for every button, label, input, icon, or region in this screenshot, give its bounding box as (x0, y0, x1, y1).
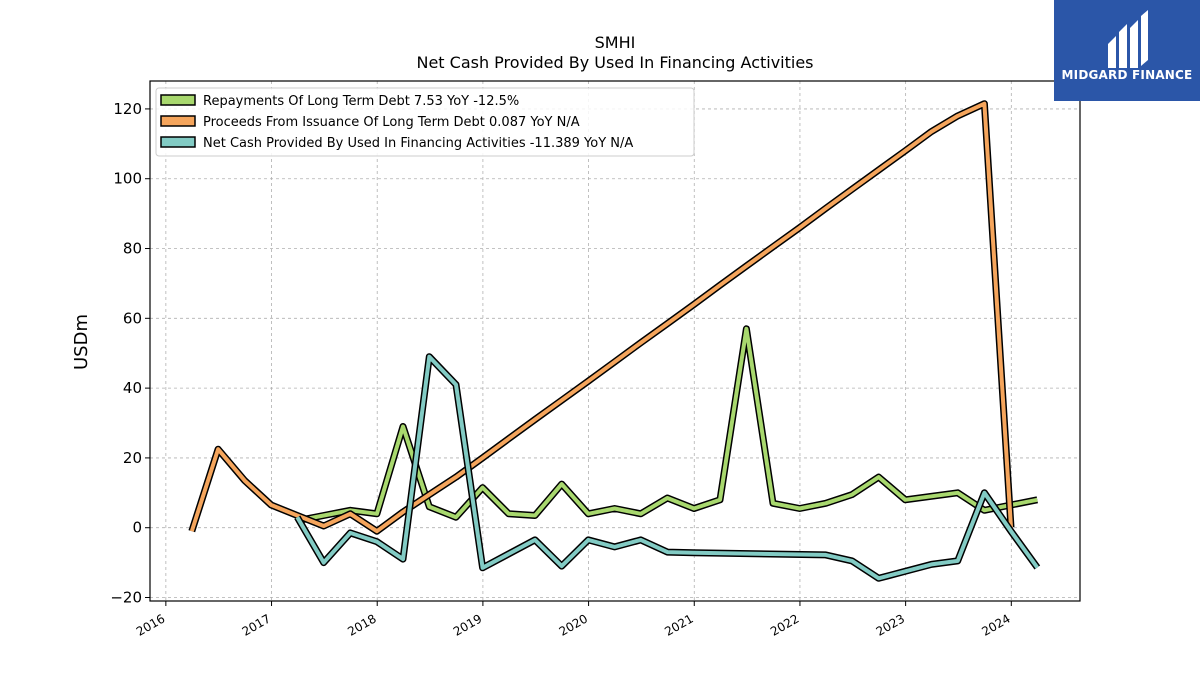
brand-logo: MIDGARD FINANCE (1054, 0, 1200, 101)
x-axis: 2016 2017 2018 2019 2020 2021 2022 2023 2024 (134, 601, 1013, 639)
y-tick-label: 120 (113, 100, 142, 118)
x-tick-label: 2022 (768, 611, 801, 638)
series-lines (188, 100, 1041, 582)
y-tick-label: 80 (123, 240, 142, 258)
plot-frame (149, 80, 1081, 602)
x-tick-label: 2016 (134, 611, 167, 638)
series-line-2 (295, 354, 1039, 581)
series-outline-2 (294, 353, 1041, 582)
y-axis: −20 0 20 40 60 80 100 120 (110, 100, 150, 607)
series-outline-1 (188, 100, 1015, 535)
y-axis-label: USDm (71, 314, 92, 370)
legend-swatch (160, 94, 196, 106)
x-tick-label: 2021 (662, 611, 695, 638)
legend-swatch (160, 136, 196, 148)
logo-text: MIDGARD FINANCE (1061, 68, 1193, 82)
y-tick-label: 20 (123, 449, 142, 467)
y-tick-label: 60 (123, 309, 142, 327)
grid (150, 81, 1080, 601)
chart-title: SMHI (595, 33, 636, 52)
y-tick-label: 40 (123, 379, 142, 397)
legend-label: Repayments Of Long Term Debt 7.53 YoY -1… (203, 94, 519, 109)
midgard-logo-icon (1108, 10, 1148, 68)
x-tick-label: 2023 (874, 611, 907, 638)
legend-label: Proceeds From Issuance Of Long Term Debt… (203, 115, 580, 130)
chart-subtitle: Net Cash Provided By Used In Financing A… (416, 53, 813, 72)
legend-label: Net Cash Provided By Used In Financing A… (203, 136, 633, 151)
x-tick-label: 2017 (240, 611, 273, 638)
y-tick-label: 0 (132, 519, 142, 537)
y-tick-label: −20 (110, 589, 142, 607)
x-tick-label: 2020 (557, 611, 590, 638)
legend-box (155, 87, 695, 157)
x-tick-label: 2024 (979, 611, 1012, 638)
legend-swatch (160, 115, 196, 127)
x-tick-label: 2018 (345, 611, 378, 638)
x-tick-label: 2019 (451, 611, 484, 638)
series-line-1 (189, 101, 1013, 534)
legend: Repayments Of Long Term Debt 7.53 YoY -1… (155, 87, 695, 157)
y-tick-label: 100 (113, 170, 142, 188)
series-line-0 (296, 326, 1038, 523)
